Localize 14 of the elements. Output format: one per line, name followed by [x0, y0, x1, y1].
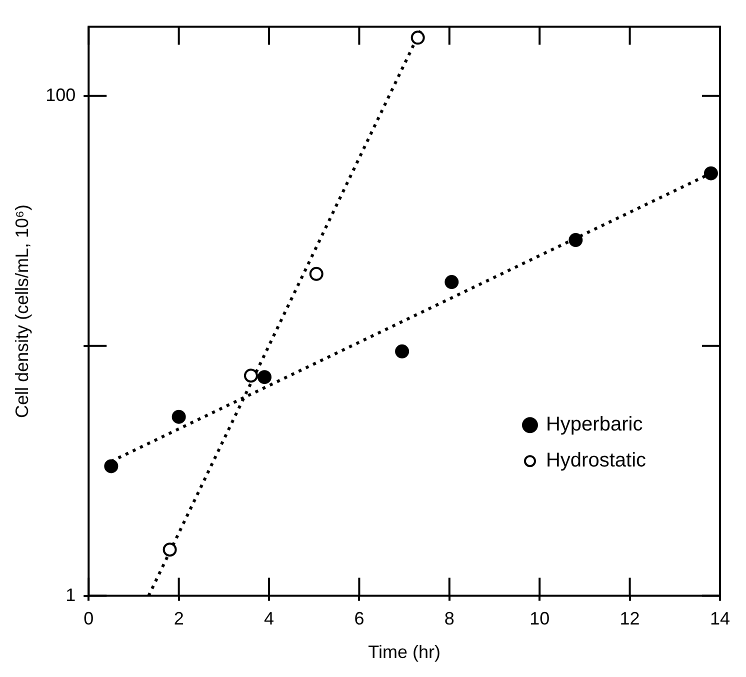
x-tick-label: 6	[354, 608, 364, 629]
x-tick-label: 14	[710, 608, 730, 629]
x-tick-label: 10	[530, 608, 550, 629]
legend-label: Hydrostatic	[546, 450, 646, 472]
legend-label: Hyperbaric	[546, 414, 643, 436]
y-axis-title: Cell density (cells/mL, 10⁶)	[12, 204, 32, 418]
y-tick-label: 100	[46, 84, 76, 105]
x-tick-label: 0	[84, 608, 94, 629]
x-tick-label: 8	[444, 608, 454, 629]
x-tick-label: 12	[620, 608, 640, 629]
x-tick-label: 4	[264, 608, 274, 629]
y-tick-label: 1	[66, 584, 76, 605]
x-axis-title: Time (hr)	[368, 642, 440, 662]
x-tick-label: 2	[174, 608, 184, 629]
